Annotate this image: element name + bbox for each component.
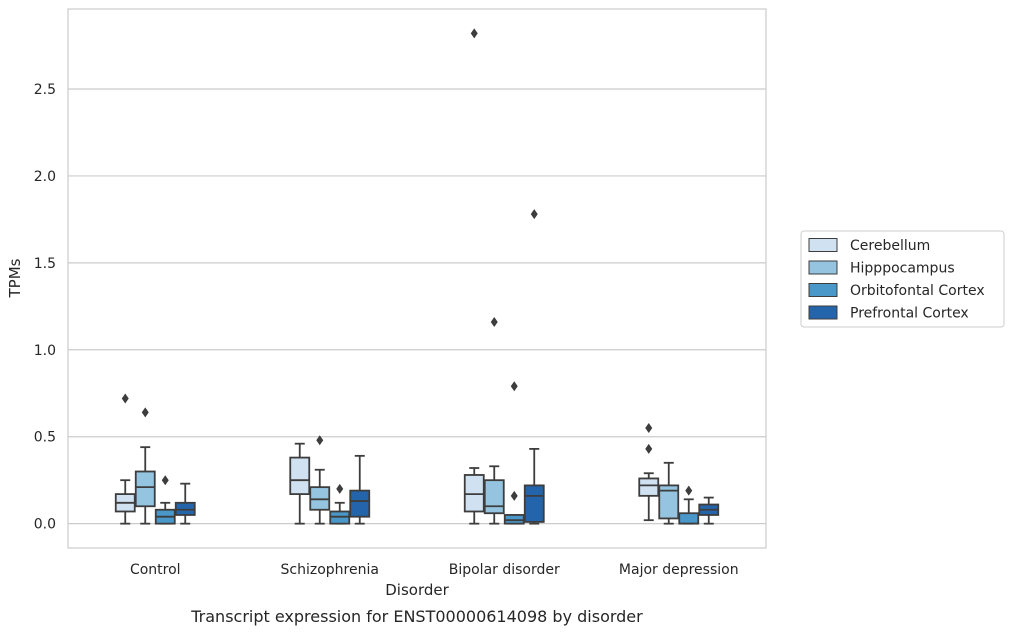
legend-label: Hipppocampus: [850, 261, 955, 277]
category-group: [638, 423, 720, 525]
box: [349, 454, 371, 525]
box-body: [678, 512, 700, 525]
box: [523, 209, 545, 525]
box-body: [638, 477, 660, 497]
legend-swatch: [808, 260, 838, 275]
box-body: [523, 484, 545, 523]
outlier-point: [645, 423, 653, 434]
box: [329, 483, 351, 525]
y-tick-label: 1.5: [34, 256, 56, 272]
outlier-point: [141, 407, 149, 418]
legend-label: Prefrontal Cortex: [850, 306, 969, 322]
box: [134, 407, 156, 525]
box: [503, 381, 525, 525]
plot-background: [68, 9, 766, 548]
category-group: [463, 28, 545, 525]
legend-item: Cerebellum: [808, 238, 930, 254]
legend-item: Hipppocampus: [808, 260, 955, 277]
y-tick-label: 1.0: [34, 343, 56, 359]
outlier-point: [470, 28, 478, 39]
plot-frame: [67, 8, 767, 549]
legend-item: Orbitofontal Cortex: [808, 283, 985, 299]
x-axis-label: Disorder: [385, 581, 449, 599]
box-body: [658, 484, 680, 520]
box: [154, 475, 176, 525]
outlier-point: [685, 485, 693, 496]
legend-label: Cerebellum: [850, 238, 930, 254]
box: [174, 482, 196, 525]
outlier-point: [510, 381, 518, 392]
box-groups: [114, 28, 720, 525]
box: [638, 423, 660, 522]
box: [114, 393, 136, 525]
box: [678, 485, 700, 525]
box: [289, 442, 311, 525]
outlier-point: [336, 483, 344, 494]
legend-swatch: [808, 238, 838, 252]
y-tick-label: 2.0: [34, 169, 56, 185]
y-tick-label: 0.0: [34, 517, 56, 533]
box-body: [289, 456, 311, 495]
box-body: [134, 470, 156, 508]
box-body: [483, 479, 505, 515]
x-tick-labels: Control Schizophrenia Bipolar disorder Majo…: [130, 562, 739, 578]
outlier-point: [121, 393, 129, 404]
legend-frame: [800, 230, 1005, 328]
outlier-point: [530, 209, 538, 220]
y-tick-label: 2.5: [34, 82, 56, 98]
y-tick-label: 0.5: [34, 430, 56, 446]
box: [483, 316, 505, 525]
outlier-point: [645, 443, 653, 454]
legend-label: Orbitofontal Cortex: [850, 283, 985, 299]
outlier-point: [161, 475, 169, 486]
box: [463, 28, 485, 525]
legend: Cerebellum Hipppocampus Orbitofontal Corte…: [800, 230, 1005, 328]
outlier-point: [316, 435, 324, 446]
legend-item: Prefrontal Cortex: [808, 305, 969, 322]
legend-swatch: [808, 305, 838, 320]
category-group: [289, 435, 371, 525]
legend-swatch: [808, 283, 838, 297]
x-tick-label: Schizophrenia: [281, 562, 379, 578]
box-body: [349, 489, 371, 518]
box: [658, 461, 680, 525]
outlier-point: [510, 490, 518, 501]
x-tick-label: Bipolar disorder: [449, 562, 560, 578]
x-tick-label: Major depression: [619, 562, 739, 578]
figure-caption: Transcript expression for ENST0000061409…: [190, 607, 643, 626]
y-tick-labels: 0.0 0.5 1.0 1.5 2.0 2.5: [34, 82, 56, 533]
x-tick-label: Control: [130, 562, 181, 578]
box: [309, 435, 331, 525]
y-grid: [68, 88, 766, 525]
y-axis-label: TPMs: [6, 258, 24, 298]
category-group: [114, 393, 196, 525]
box: [698, 496, 720, 525]
outlier-point: [490, 316, 498, 327]
